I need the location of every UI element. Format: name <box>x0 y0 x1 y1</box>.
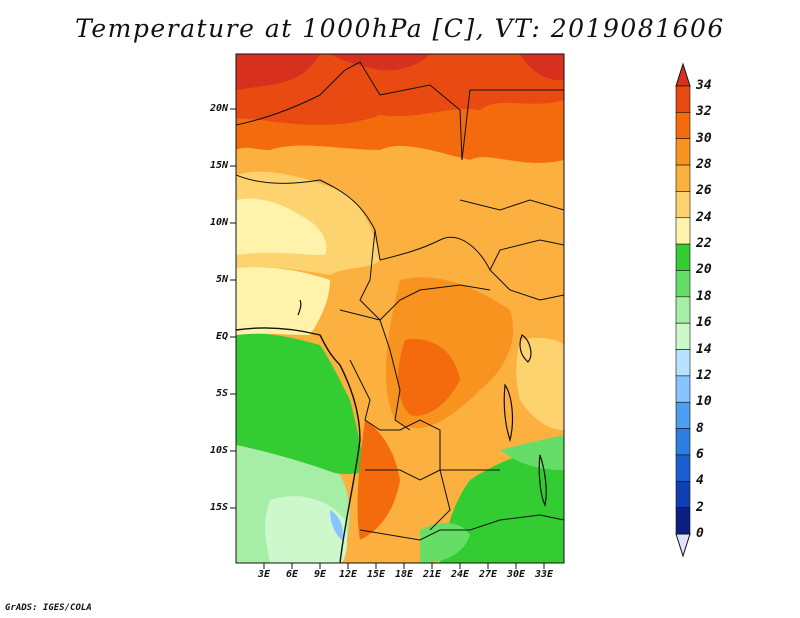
colorbar-swatch <box>675 243 691 271</box>
colorbar-label: 30 <box>696 130 712 146</box>
colorbar-swatch <box>675 349 691 377</box>
lat-label: 10N <box>209 217 228 228</box>
colorbar-arrow-bottom <box>675 533 691 558</box>
lat-label: 5S <box>215 388 228 399</box>
colorbar-label: 10 <box>696 394 712 410</box>
lon-label: 33E <box>534 569 554 580</box>
colorbar-label: 32 <box>696 104 712 120</box>
colorbar-label: 20 <box>696 262 712 278</box>
colorbar-swatch <box>675 217 691 245</box>
lon-label: 9E <box>313 569 327 580</box>
colorbar-label: 12 <box>696 367 712 383</box>
colorbar-label: 22 <box>696 236 712 252</box>
lat-label: 15N <box>209 160 228 171</box>
colorbar-label: 18 <box>696 288 712 304</box>
colorbar-swatch <box>675 507 691 535</box>
lon-label: 18E <box>394 569 414 580</box>
colorbar-swatch <box>675 428 691 456</box>
colorbar-swatch <box>675 322 691 350</box>
colorbar-label: 2 <box>696 499 704 515</box>
lon-label: 27E <box>478 569 498 580</box>
map-title: Temperature at 1000hPa [C], VT: 20190816… <box>75 14 725 43</box>
colorbar-label: 4 <box>696 473 704 489</box>
grads-credit: GrADS: IGES/COLA <box>5 603 92 613</box>
colorbar-swatch <box>675 270 691 298</box>
lon-label: 6E <box>285 569 299 580</box>
lon-label: 21E <box>422 569 442 580</box>
colorbar-label: 14 <box>696 341 712 357</box>
colorbar-label: 34 <box>696 78 712 93</box>
lon-label: 24E <box>450 569 470 580</box>
colorbar-swatch <box>675 138 691 166</box>
colorbar-swatch <box>675 454 691 482</box>
colorbar-swatch <box>675 164 691 192</box>
temperature-field <box>236 54 564 563</box>
lon-label: 12E <box>338 569 358 580</box>
lon-label: 30E <box>506 569 526 580</box>
colorbar-swatch <box>675 191 691 219</box>
lon-label: 3E <box>257 569 271 580</box>
colorbar-swatch <box>675 375 691 403</box>
lat-label: 5N <box>215 274 228 285</box>
colorbar-swatch <box>675 401 691 429</box>
colorbar-arrow-top <box>675 62 691 87</box>
colorbar-label: 6 <box>696 446 704 462</box>
colorbar-label: 0 <box>696 526 704 541</box>
colorbar-swatch <box>675 112 691 140</box>
lat-label: EQ <box>215 331 228 342</box>
colorbar-label: 26 <box>696 183 712 199</box>
colorbar-label: 24 <box>696 209 712 225</box>
colorbar-label: 8 <box>696 420 704 436</box>
colorbar-label: 28 <box>696 157 712 173</box>
lat-label: 15S <box>209 502 228 513</box>
colorbar-swatch <box>675 85 691 113</box>
colorbar-label: 16 <box>696 315 712 331</box>
lon-label: 15E <box>366 569 386 580</box>
lat-label: 20N <box>209 103 228 114</box>
colorbar-swatch <box>675 296 691 324</box>
colorbar-swatch <box>675 480 691 508</box>
map-frame <box>235 53 565 564</box>
lat-label: 10S <box>209 445 228 456</box>
